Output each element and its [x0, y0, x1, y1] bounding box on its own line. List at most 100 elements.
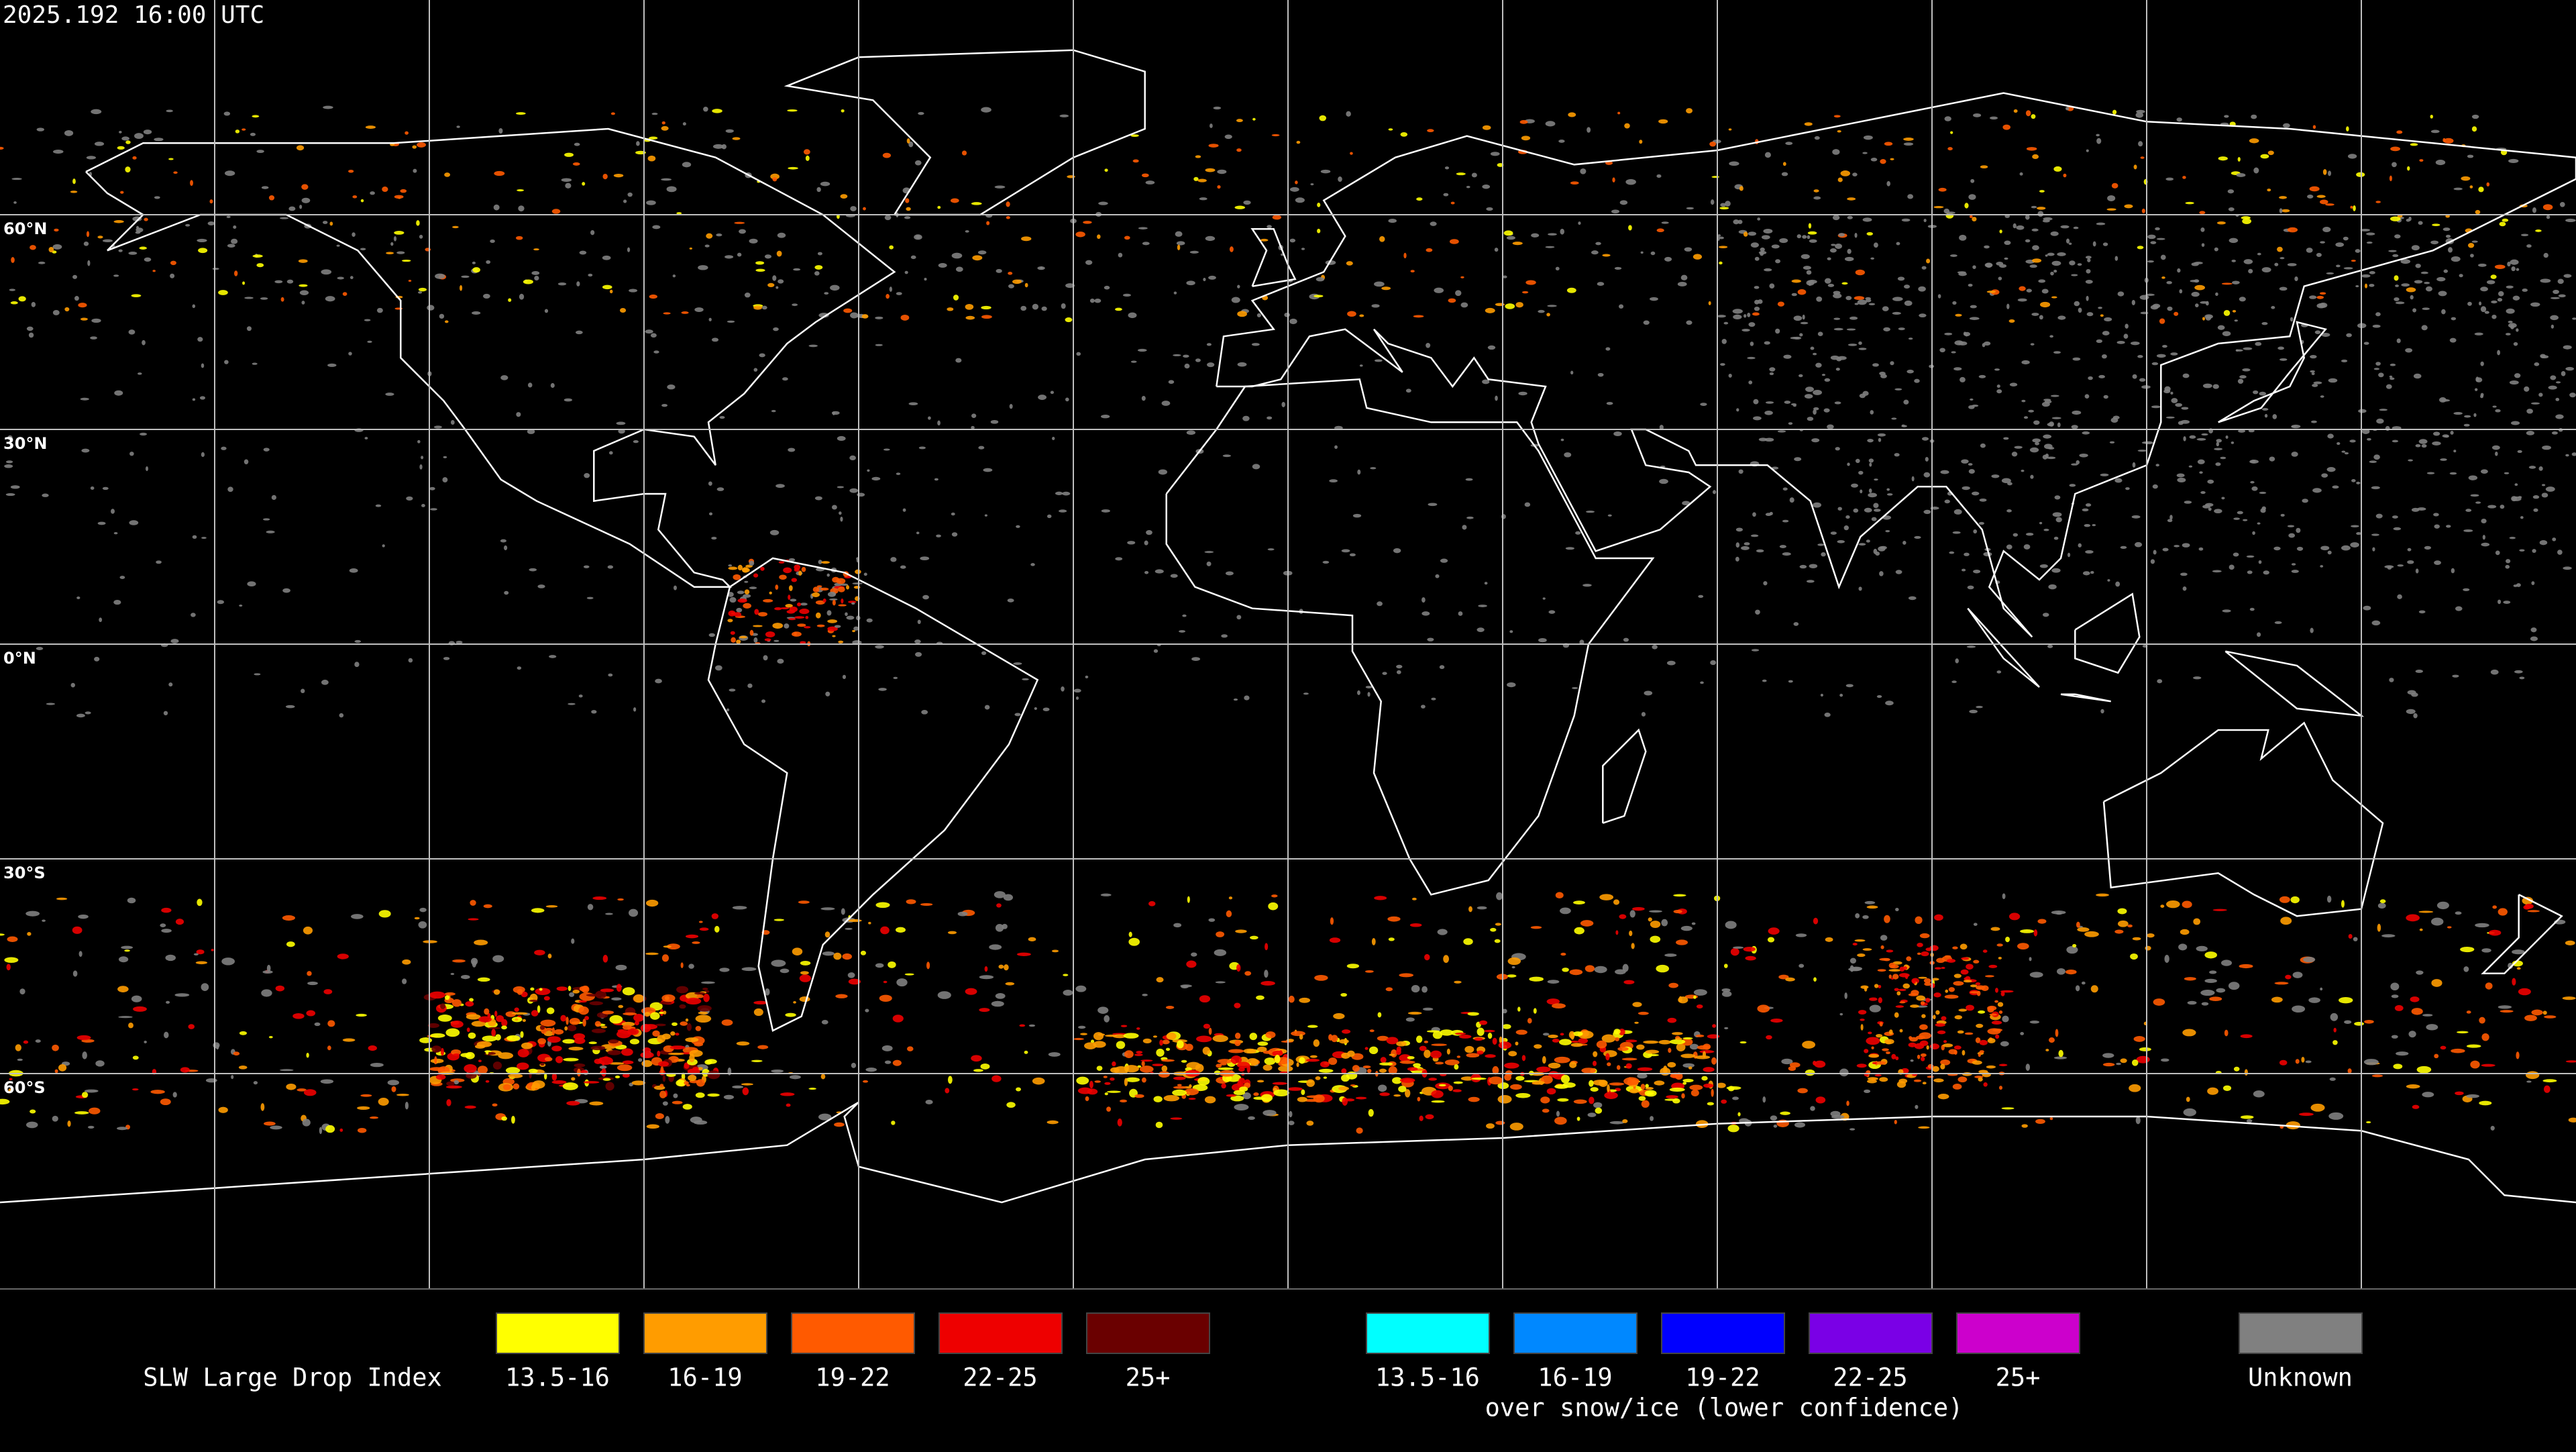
cloud-pixel [1877, 433, 1886, 437]
cloud-pixel [1634, 1021, 1639, 1024]
cloud-pixel [1165, 1006, 1175, 1009]
cloud-pixel [1123, 1033, 1139, 1039]
cloud-pixel [36, 647, 44, 651]
cloud-pixel [217, 600, 225, 605]
cloud-pixel [698, 921, 703, 923]
cloud-pixel [605, 1082, 614, 1091]
cloud-pixel [1801, 254, 1810, 260]
cloud-pixel [1580, 168, 1587, 174]
cloud-pixel [763, 655, 768, 661]
cloud-pixel [990, 419, 999, 424]
cloud-pixel [2499, 221, 2506, 227]
cloud-pixel [2373, 454, 2380, 460]
cloud-pixel [1168, 380, 1175, 384]
cloud-pixel [154, 196, 160, 199]
cloud-pixel [226, 215, 231, 219]
cloud-pixel [2252, 531, 2255, 535]
cloud-pixel [2407, 548, 2412, 552]
cloud-pixel [771, 410, 776, 413]
cloud-pixel [1303, 692, 1309, 695]
cloud-pixel [1498, 1041, 1512, 1049]
cloud-pixel [1976, 706, 1983, 709]
cloud-pixel [1221, 634, 1228, 638]
cloud-pixel [601, 1068, 606, 1077]
cloud-pixel [1899, 966, 1905, 972]
cloud-pixel [1260, 980, 1275, 986]
cloud-pixel [1948, 987, 1955, 992]
cloud-pixel [1417, 1096, 1421, 1102]
cloud-pixel [1249, 1033, 1258, 1041]
cloud-pixel [1800, 321, 1809, 325]
cloud-pixel [1207, 362, 1215, 368]
cloud-pixel [1817, 331, 1823, 336]
cloud-pixel [172, 1092, 177, 1098]
cloud-pixel [163, 711, 168, 716]
cloud-pixel [1396, 670, 1401, 674]
cloud-pixel [587, 904, 594, 911]
cloud-pixel [128, 1023, 133, 1029]
cloud-pixel [1341, 549, 1350, 553]
cloud-pixel [1104, 285, 1110, 290]
cloud-pixel [2222, 1085, 2232, 1091]
cloud-pixel [1142, 1038, 1152, 1044]
cloud-pixel [1896, 242, 1900, 246]
cloud-pixel [2212, 384, 2219, 389]
cloud-pixel [2448, 247, 2453, 253]
cloud-pixel [1236, 615, 1242, 620]
cloud-pixel [1536, 1066, 1551, 1073]
cloud-pixel [1595, 1107, 1603, 1114]
cloud-pixel [2366, 242, 2373, 244]
cloud-pixel [1735, 556, 1739, 562]
cloud-pixel [1832, 149, 1840, 155]
cloud-pixel [1104, 1082, 1111, 1085]
cloud-pixel [2039, 190, 2045, 193]
cloud-pixel [1717, 315, 1726, 318]
cloud-pixel [486, 1050, 489, 1055]
cloud-pixel [271, 495, 276, 501]
cloud-pixel [2244, 1069, 2248, 1076]
cloud-pixel [2261, 321, 2268, 325]
cloud-pixel [1817, 543, 1825, 546]
cloud-pixel [1506, 236, 1515, 240]
cloud-pixel [945, 1088, 950, 1094]
cloud-pixel [417, 439, 421, 444]
cloud-pixel [1203, 278, 1206, 282]
cloud-pixel [836, 578, 846, 584]
cloud-pixel [830, 284, 840, 291]
cloud-pixel [764, 638, 771, 641]
cloud-pixel [633, 1014, 645, 1022]
cloud-pixel [446, 1099, 451, 1106]
cloud-pixel [2397, 594, 2402, 599]
cloud-pixel [1515, 1076, 1525, 1081]
cloud-pixel [1591, 250, 1599, 255]
cloud-pixel [2434, 1053, 2439, 1059]
cloud-pixel [2025, 239, 2031, 243]
cloud-pixel [1450, 201, 1455, 205]
cloud-pixel [1204, 551, 1214, 554]
cloud-pixel [2441, 309, 2446, 315]
cloud-pixel [1594, 966, 1607, 974]
cloud-pixel [1892, 297, 1903, 301]
cloud-pixel [662, 1101, 668, 1106]
cloud-pixel [2463, 966, 2469, 972]
cloud-pixel [1937, 1030, 1946, 1035]
cloud-pixel [2045, 1049, 2049, 1051]
cloud-pixel [198, 248, 208, 254]
cloud-pixel [2498, 908, 2508, 916]
cloud-pixel [2420, 271, 2428, 274]
cloud-pixel [1177, 244, 1181, 250]
cloud-pixel [170, 273, 175, 278]
cloud-pixel [1568, 112, 1576, 117]
cloud-pixel [1806, 270, 1812, 275]
cloud-pixel [90, 336, 97, 340]
cloud-pixel [725, 129, 734, 133]
cloud-pixel [2321, 473, 2328, 478]
cloud-pixel [1970, 178, 1975, 183]
cloud-pixel [2264, 413, 2268, 418]
cloud-pixel [2550, 315, 2559, 321]
cloud-pixel [1782, 552, 1791, 556]
cloud-pixel [2379, 899, 2386, 904]
cloud-pixel [64, 129, 74, 136]
cloud-pixel [2129, 1084, 2141, 1092]
cloud-pixel [36, 127, 45, 132]
